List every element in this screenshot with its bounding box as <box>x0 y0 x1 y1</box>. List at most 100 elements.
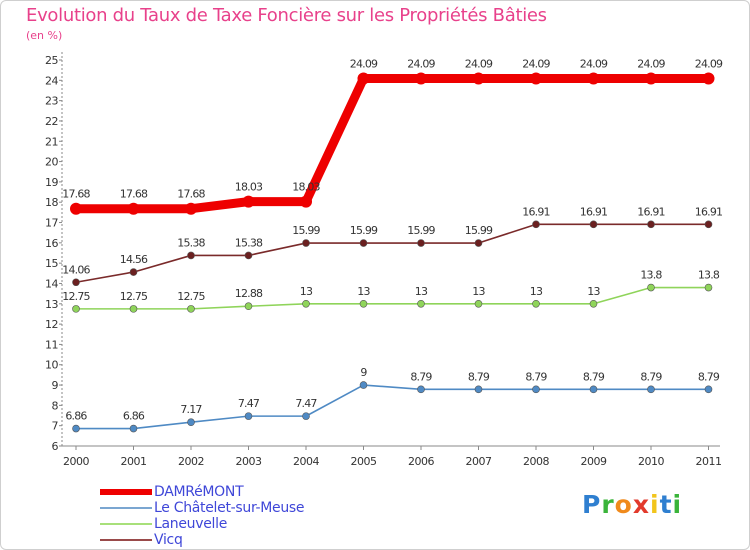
y-tick-label: 22 <box>45 115 58 128</box>
series-line <box>71 73 713 214</box>
data-label: 24.09 <box>407 57 435 70</box>
data-label: 8.79 <box>410 370 432 383</box>
x-tick-label: 2003 <box>236 455 262 468</box>
data-point <box>72 424 80 433</box>
logo-letter: P <box>582 490 602 519</box>
data-label: 7.47 <box>295 397 317 410</box>
data-label: 13.8 <box>640 269 662 282</box>
data-point <box>704 283 713 292</box>
data-point <box>187 418 195 427</box>
logo-letter: x <box>632 490 650 519</box>
data-point <box>244 412 253 420</box>
series-layer: 6.86 6.86 7.17 7.47 7.47 9 8.79 8.79 8.79 8.79 8.7… <box>62 57 724 433</box>
data-label: 24.09 <box>695 57 723 70</box>
data-point <box>244 251 253 260</box>
data-point <box>300 195 312 208</box>
data-point <box>704 385 713 394</box>
data-label: 15.38 <box>177 236 205 249</box>
y-tick-label: 24 <box>45 74 58 87</box>
data-point <box>129 268 138 276</box>
axes: 6 7 8 9 10 11 12 13 14 15 16 17 18 19 20 21 22 23 24 25 2000… <box>45 52 722 468</box>
data-point <box>647 283 655 292</box>
legend-item-le-chatelet-sur-meuse: Le Châtelet-sur-Meuse <box>100 500 360 516</box>
data-label: 24.09 <box>580 57 608 70</box>
x-tick-label: 2011 <box>696 455 722 468</box>
data-label: 13 <box>530 285 543 298</box>
data-point <box>647 220 655 229</box>
data-label: 24.09 <box>350 57 378 70</box>
chart-title: Evolution du Taux de Taxe Foncière sur l… <box>26 5 547 26</box>
legend-item-laneuvelle: Laneuvelle <box>100 516 360 532</box>
x-tick-label: 2007 <box>466 455 492 468</box>
y-tick-label: 14 <box>45 277 58 290</box>
data-point <box>359 299 368 308</box>
data-point <box>72 305 80 313</box>
y-tick-label: 16 <box>45 237 58 250</box>
data-label: 15.99 <box>350 224 378 237</box>
logo-letter: t <box>659 490 673 519</box>
data-label: 8.79 <box>583 370 605 383</box>
data-point <box>589 220 598 229</box>
data-label: 7.47 <box>238 397 260 410</box>
data-label: 16.91 <box>580 205 608 218</box>
legend-swatch-le-chatelet-sur-meuse <box>100 507 152 509</box>
data-point <box>302 239 310 247</box>
data-point <box>645 72 657 85</box>
data-point <box>589 299 598 308</box>
data-point <box>302 299 310 308</box>
y-tick-label: 11 <box>45 338 58 351</box>
data-point <box>129 305 138 313</box>
logo-letter: o <box>614 490 633 519</box>
data-point <box>187 305 195 313</box>
data-label: 17.68 <box>177 188 205 201</box>
series-line <box>75 286 710 310</box>
x-tick-label: 2002 <box>178 455 204 468</box>
legend-label-laneuvelle: Laneuvelle <box>154 516 228 532</box>
data-label: 14.56 <box>120 253 148 266</box>
y-tick-label: 21 <box>45 135 58 148</box>
data-point <box>302 412 310 420</box>
series-le-ch-telet-sur-meuse: 6.86 6.86 7.17 7.47 7.47 9 8.79 8.79 8.79 8.79 8.7… <box>65 366 721 433</box>
data-point <box>474 299 483 308</box>
x-tick-label: 2001 <box>121 455 147 468</box>
data-point <box>417 239 425 247</box>
data-label: 6.86 <box>123 410 145 423</box>
y-tick-label: 13 <box>45 298 58 311</box>
data-point <box>530 72 542 85</box>
data-point <box>532 385 540 394</box>
data-label: 8.79 <box>468 370 490 383</box>
data-point <box>359 239 368 247</box>
x-tick-label: 2009 <box>581 455 607 468</box>
data-label: 24.09 <box>522 57 550 70</box>
y-tick-label: 10 <box>45 359 58 372</box>
data-point <box>417 299 425 308</box>
data-point <box>532 220 540 229</box>
data-point <box>244 302 253 311</box>
data-label: 8.79 <box>525 370 547 383</box>
data-label: 8.79 <box>698 370 720 383</box>
y-tick-label: 12 <box>45 318 58 331</box>
data-point <box>472 72 485 85</box>
x-tick-label: 2008 <box>523 455 549 468</box>
data-label: 24.09 <box>637 57 665 70</box>
logo-letter: i <box>672 490 683 519</box>
data-point <box>702 72 715 85</box>
x-tick-label: 2010 <box>638 455 664 468</box>
legend-swatch-laneuvelle <box>100 523 152 525</box>
data-label: 14.06 <box>62 263 90 276</box>
logo-letter: r <box>601 490 615 519</box>
series-damr-mont: 17.68 17.68 17.68 18.03 18.03 24.09 24.09 24.09… <box>62 57 724 215</box>
data-label: 6.86 <box>65 410 87 423</box>
y-tick-label: 8 <box>52 399 59 412</box>
x-tick-label: 2005 <box>351 455 377 468</box>
y-axis-unit: (en %) <box>26 29 63 42</box>
data-label: 12.75 <box>177 290 205 303</box>
data-point <box>647 385 655 394</box>
data-label: 16.91 <box>637 205 665 218</box>
data-point <box>704 220 713 229</box>
data-label: 13.8 <box>698 269 720 282</box>
series-laneuvelle: 12.75 12.75 12.75 12.88 13 13 13 13 13 13 13.8 13.8 <box>62 269 721 313</box>
data-label: 24.09 <box>465 57 493 70</box>
